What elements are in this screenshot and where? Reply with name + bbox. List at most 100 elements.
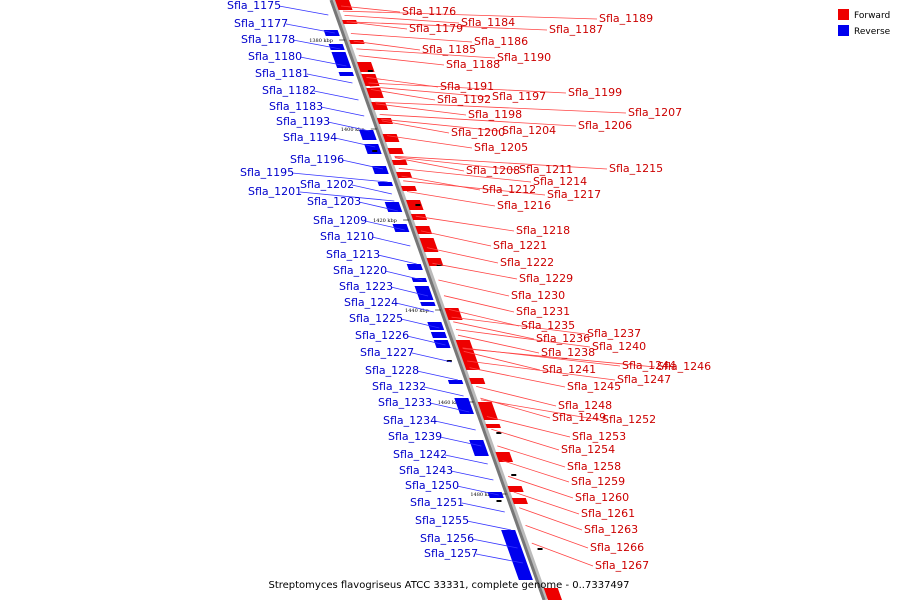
small-feature-mark-6 [496, 432, 502, 434]
gene-label-sfla-1199: Sfla_1199 [568, 86, 622, 99]
leader-line-sfla-1224 [395, 302, 434, 313]
leader-line-sfla-1228 [416, 370, 458, 381]
leader-line-sfla-1255 [466, 520, 512, 531]
gene-label-sfla-1209: Sfla_1209 [313, 214, 367, 227]
gene-label-sfla-1239: Sfla_1239 [388, 430, 442, 443]
gene-label-sfla-1236: Sfla_1236 [536, 332, 590, 345]
gene-label-sfla-1224: Sfla_1224 [344, 296, 398, 309]
leader-line-sfla-1258 [497, 445, 566, 468]
forward-feature-7 [371, 102, 389, 110]
leader-line-sfla-1180 [299, 56, 347, 67]
gene-label-sfla-1220: Sfla_1220 [333, 264, 387, 277]
gene-label-sfla-1182: Sfla_1182 [262, 84, 316, 97]
reverse-feature-14 [420, 302, 436, 306]
gene-label-sfla-1244: Sfla_1244 [622, 359, 676, 372]
gene-label-sfla-1195: Sfla_1195 [240, 166, 294, 179]
genome-axis-shadow [330, 0, 549, 600]
leader-line-sfla-1190 [356, 48, 496, 59]
legend: Forward Reverse [838, 9, 891, 37]
reverse-feature-15 [427, 322, 445, 330]
reverse-feature-12 [411, 278, 428, 282]
leader-line-sfla-1267 [531, 542, 594, 567]
leader-line-sfla-1256 [471, 538, 518, 549]
reverse-feature-1 [323, 30, 340, 36]
reverse-feature-16 [430, 332, 447, 338]
genome-axis [329, 0, 546, 600]
gene-label-sfla-1225: Sfla_1225 [349, 312, 403, 325]
gene-label-sfla-1250: Sfla_1250 [405, 479, 459, 492]
reverse-feature-4 [338, 72, 354, 76]
leader-line-sfla-1252 [480, 399, 601, 421]
gene-label-sfla-1267: Sfla_1267 [595, 559, 649, 572]
leader-line-sfla-1246 [462, 348, 656, 368]
forward-feature-12 [396, 172, 413, 178]
forward-feature-8 [376, 118, 394, 124]
leader-line-sfla-1212 [401, 175, 481, 191]
leader-line-sfla-1218 [415, 215, 515, 232]
forward-feature-28 [543, 588, 562, 600]
scale-tick-label: 1400 kbp [341, 127, 365, 133]
leader-line-sfla-1230 [438, 279, 510, 297]
forward-feature-1 [335, 0, 353, 10]
reverse-feature-22 [501, 530, 533, 580]
gene-label-sfla-1212: Sfla_1212 [482, 183, 536, 196]
scale-tick-label: 1380 kbp [309, 38, 333, 44]
reverse-feature-3 [331, 52, 352, 68]
leader-line-sfla-1201 [299, 191, 395, 202]
gene-label-sfla-1263: Sfla_1263 [584, 523, 638, 536]
leader-line-sfla-1229 [432, 262, 518, 280]
gene-label-sfla-1227: Sfla_1227 [360, 346, 414, 359]
gene-label-sfla-1205: Sfla_1205 [474, 141, 528, 154]
leader-line-sfla-1186 [350, 33, 473, 43]
scale-tick-label: 1480 kbp [470, 492, 494, 498]
forward-feature-17 [419, 238, 439, 252]
forward-feature-14 [406, 200, 424, 210]
gene-label-sfla-1233: Sfla_1233 [378, 396, 432, 409]
leader-line-sfla-1231 [443, 295, 515, 313]
gene-label-sfla-1255: Sfla_1255 [415, 514, 469, 527]
leader-line-sfla-1253 [486, 416, 571, 438]
reverse-feature-11 [406, 264, 423, 270]
leader-line-sfla-1187 [346, 21, 548, 31]
gene-label-sfla-1207: Sfla_1207 [628, 106, 682, 119]
gene-label-sfla-1196: Sfla_1196 [290, 153, 344, 166]
forward-feature-26 [507, 486, 524, 492]
gene-label-sfla-1226: Sfla_1226 [355, 329, 409, 342]
leader-line-sfla-1202 [351, 184, 392, 195]
leader-line-sfla-1204 [381, 118, 501, 132]
small-feature-mark-5 [446, 360, 452, 362]
gene-label-sfla-1183: Sfla_1183 [269, 100, 323, 113]
genome-caption: Streptomyces flavogriseus ATCC 33331, co… [268, 580, 629, 591]
leader-line-sfla-1207 [375, 101, 627, 114]
gene-label-sfla-1231: Sfla_1231 [516, 305, 570, 318]
gene-features [323, 0, 562, 600]
reverse-feature-2 [328, 44, 345, 50]
small-feature-mark-8 [496, 500, 502, 502]
gene-label-sfla-1242: Sfla_1242 [393, 448, 447, 461]
leader-line-sfla-1209 [364, 220, 405, 231]
leader-line-sfla-1234 [434, 420, 476, 431]
leader-line-sfla-1247 [467, 360, 616, 381]
gene-label-sfla-1248: Sfla_1248 [558, 399, 612, 412]
gene-label-sfla-1179: Sfla_1179 [409, 22, 463, 35]
leader-line-sfla-1178 [292, 39, 341, 50]
gene-label-sfla-1194: Sfla_1194 [283, 131, 337, 144]
reverse-feature-7 [371, 166, 389, 174]
leader-line-sfla-1208 [394, 157, 465, 172]
leader-line-sfla-1192 [370, 89, 436, 101]
gene-label-sfla-1261: Sfla_1261 [581, 507, 635, 520]
gene-label-sfla-1206: Sfla_1206 [578, 119, 632, 132]
leader-line-sfla-1191 [366, 76, 439, 88]
gene-label-sfla-1202: Sfla_1202 [300, 178, 354, 191]
gene-label-sfla-1254: Sfla_1254 [561, 443, 615, 456]
gene-label-sfla-1210: Sfla_1210 [320, 230, 374, 243]
legend-reverse-label: Reverse [854, 27, 891, 37]
small-feature-mark-4 [436, 264, 442, 266]
leader-line-sfla-1215 [394, 155, 608, 170]
gene-label-sfla-1192: Sfla_1192 [437, 93, 491, 106]
forward-feature-9 [382, 134, 400, 142]
forward-feature-10 [387, 148, 404, 154]
forward-feature-11 [391, 160, 408, 165]
forward-feature-4 [357, 62, 375, 72]
